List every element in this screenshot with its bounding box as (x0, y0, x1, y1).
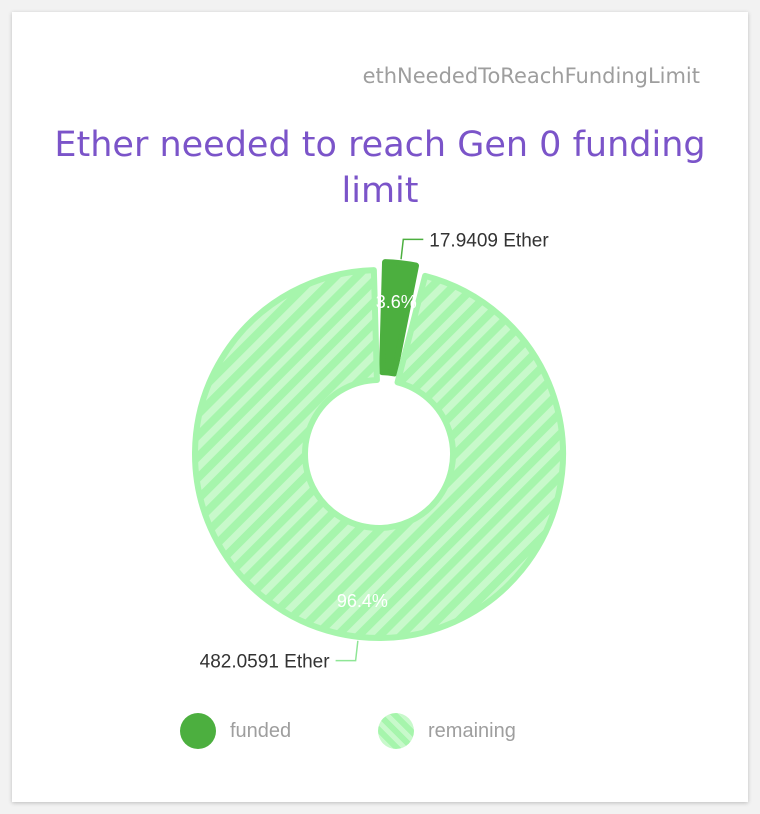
legend-item-funded[interactable]: funded (180, 712, 291, 750)
callout-line-remaining (335, 640, 359, 662)
percent-label-remaining: 96.4% (337, 591, 388, 611)
legend-label-remaining: remaining (428, 719, 516, 742)
callout-line-funded (400, 238, 424, 260)
chart-labels: 3.6% 17.9409 Ether 96.4% 482.0591 Ether (200, 230, 550, 672)
card-identifier: ethNeededToReachFundingLimit (362, 64, 700, 88)
chart-slices (192, 259, 566, 641)
percent-label-funded: 3.6% (376, 292, 417, 312)
chart-legend: funded remaining (12, 712, 748, 752)
legend-label-funded: funded (230, 719, 292, 742)
slice-remaining[interactable] (192, 267, 566, 641)
legend-item-remaining[interactable]: remaining (378, 712, 516, 750)
value-label-remaining: 482.0591 Ether (200, 652, 331, 673)
donut-chart: 3.6% 17.9409 Ether 96.4% 482.0591 Ether (192, 230, 566, 673)
chart-title: Ether needed to reach Gen 0 funding limi… (54, 125, 706, 211)
chart-card: ethNeededToReachFundingLimit Ether neede… (12, 12, 748, 802)
legend-swatch-funded (180, 713, 216, 749)
value-label-funded: 17.9409 Ether (429, 230, 549, 251)
legend-swatch-remaining (378, 713, 414, 749)
slice-funded[interactable] (378, 259, 420, 377)
